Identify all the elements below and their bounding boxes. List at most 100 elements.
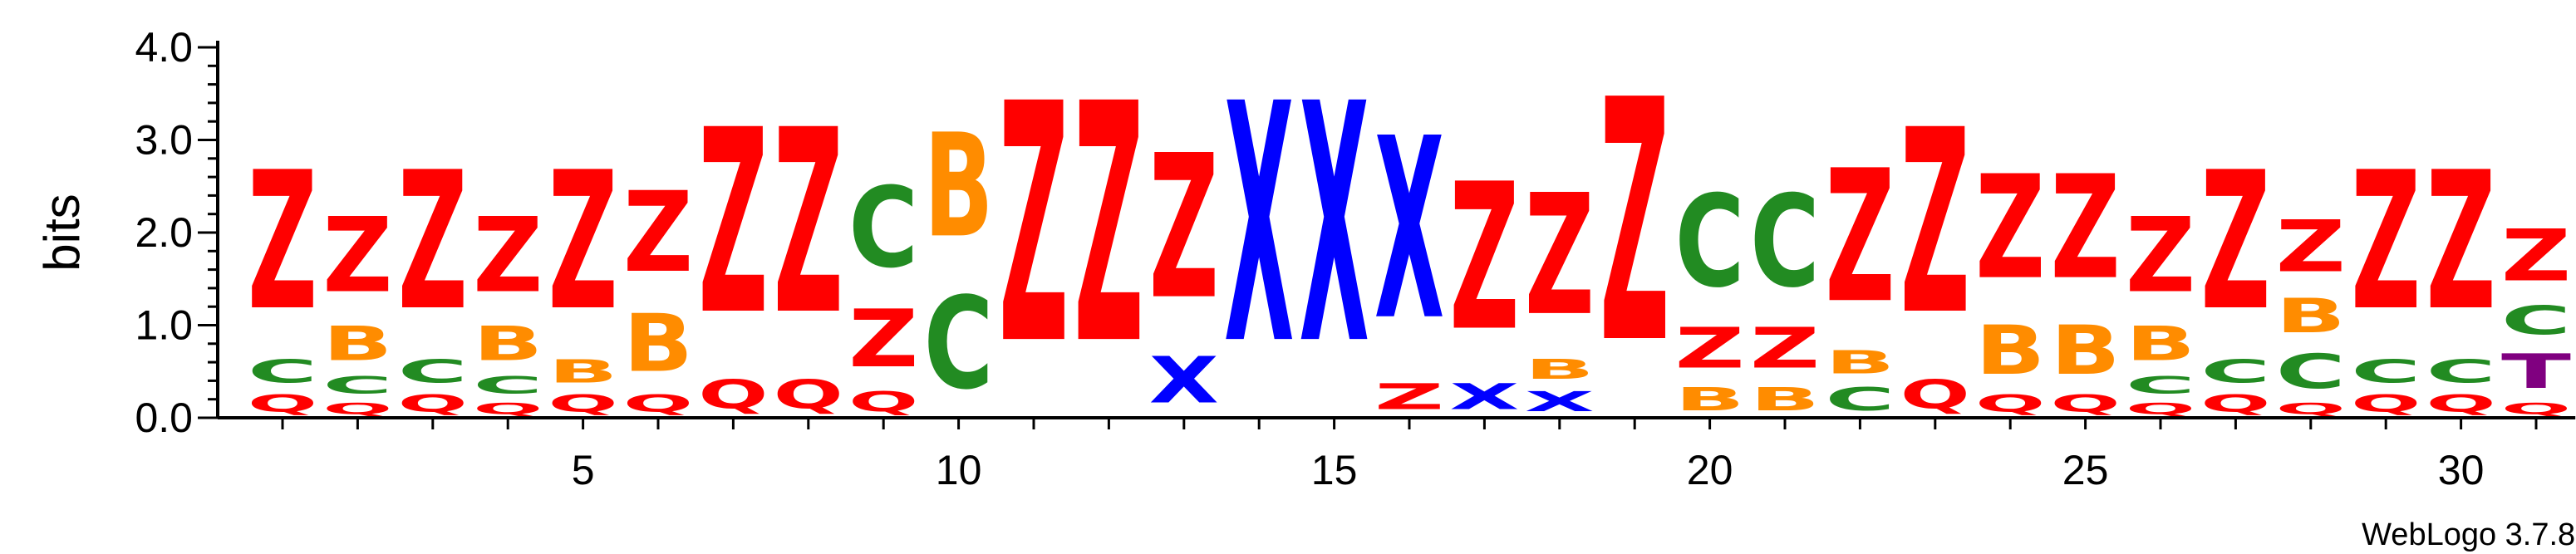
- logo-column-23: QZ: [1900, 76, 1970, 418]
- glyph-q-pos-28: Q: [2276, 400, 2346, 418]
- glyph-z-pos-20: Z: [1675, 316, 1745, 381]
- glyph-q-pos-1: Q: [248, 390, 317, 418]
- logo-column-9: QZC: [848, 164, 918, 418]
- glyph-b-pos-21: B: [1750, 381, 1820, 418]
- glyph-z-pos-28: Z: [2276, 205, 2346, 288]
- glyph-b-pos-6: B: [623, 298, 693, 390]
- glyph-b-pos-22: B: [1825, 344, 1895, 380]
- weblogo-version-footer: WebLogo 3.7.8: [2362, 517, 2575, 552]
- glyph-q-pos-30: Q: [2426, 390, 2496, 418]
- x-tick-label: 10: [936, 447, 982, 493]
- glyph-x-pos-13: X: [1149, 345, 1219, 418]
- glyph-c-pos-4: C: [473, 371, 543, 399]
- y-tick-label: 3.0: [135, 117, 193, 164]
- y-tick-label: 0.0: [135, 395, 193, 441]
- glyph-b-pos-28: B: [2276, 288, 2346, 343]
- y-axis-ticks: 0.0 1.0 2.0 3.0 4.0: [135, 24, 218, 441]
- glyph-c-pos-1: C: [248, 354, 317, 390]
- glyph-c-pos-21: C: [1750, 168, 1820, 316]
- glyph-z-pos-21: Z: [1750, 316, 1820, 381]
- glyph-q-pos-25: Q: [2051, 390, 2121, 418]
- logo-column-10: CB: [924, 103, 994, 418]
- glyph-b-pos-25: B: [2051, 311, 2121, 390]
- glyph-x-pos-17: X: [1449, 376, 1519, 418]
- glyph-c-pos-3: C: [398, 354, 468, 390]
- logo-column-14: X: [1224, 36, 1294, 417]
- glyph-z-pos-6: Z: [623, 169, 693, 297]
- x-tick-label: 25: [2062, 447, 2109, 493]
- glyph-z-pos-25: Z: [2051, 145, 2121, 311]
- glyph-q-pos-29: Q: [2351, 390, 2421, 418]
- glyph-b-pos-20: B: [1675, 381, 1745, 418]
- x-axis-ticks: 5 10 15 20 25 30: [281, 418, 2538, 493]
- glyph-z-pos-9: Z: [848, 294, 918, 386]
- glyph-z-pos-13: Z: [1149, 114, 1219, 344]
- glyph-z-pos-5: Z: [548, 131, 618, 352]
- glyph-z-pos-27: Z: [2200, 131, 2270, 352]
- logo-column-17: XZ: [1449, 140, 1519, 419]
- glyph-z-pos-8: Z: [774, 76, 843, 370]
- glyph-z-pos-29: Z: [2351, 131, 2421, 352]
- logo-column-3: QCZ: [398, 131, 468, 418]
- logo-column-21: BZC: [1750, 168, 1820, 418]
- glyph-z-pos-31: Z: [2501, 214, 2571, 297]
- glyph-q-pos-24: Q: [1975, 390, 2045, 418]
- glyph-c-pos-27: C: [2200, 354, 2270, 390]
- logo-column-8: QZ: [774, 76, 843, 418]
- glyph-z-pos-2: Z: [322, 197, 392, 316]
- logo-column-6: QBZ: [623, 169, 693, 418]
- glyph-z-pos-26: Z: [2126, 197, 2195, 316]
- glyph-z-pos-18: Z: [1525, 159, 1595, 353]
- glyph-b-pos-26: B: [2126, 316, 2195, 371]
- glyph-q-pos-2: Q: [322, 400, 392, 418]
- x-tick-label: 15: [1311, 447, 1358, 493]
- logo-column-27: QCZ: [2200, 131, 2270, 418]
- logo-column-20: BZC: [1675, 168, 1745, 418]
- x-tick-label: 5: [572, 447, 595, 493]
- logo-column-29: QCZ: [2351, 131, 2421, 418]
- logo-column-25: QBZ: [2051, 145, 2121, 418]
- glyph-q-pos-4: Q: [473, 400, 543, 418]
- logo-column-16: ZX: [1374, 86, 1444, 418]
- glyph-b-pos-10: B: [924, 103, 994, 269]
- y-tick-label: 4.0: [135, 24, 193, 71]
- glyph-z-pos-30: Z: [2426, 131, 2496, 352]
- logo-column-19: Z: [1600, 31, 1669, 417]
- glyph-c-pos-9: C: [848, 164, 918, 293]
- logo-column-13: XZ: [1149, 114, 1219, 419]
- glyph-q-pos-3: Q: [398, 390, 468, 418]
- glyph-b-pos-2: B: [322, 316, 392, 371]
- glyph-b-pos-18: B: [1525, 353, 1595, 385]
- glyph-z-pos-4: Z: [473, 197, 543, 316]
- glyph-z-pos-16: Z: [1374, 376, 1444, 418]
- glyph-c-pos-26: C: [2126, 371, 2195, 399]
- x-tick-label: 20: [1687, 447, 1733, 493]
- glyph-z-pos-17: Z: [1449, 140, 1519, 375]
- glyph-b-pos-4: B: [473, 316, 543, 371]
- glyph-c-pos-2: C: [322, 371, 392, 399]
- glyph-c-pos-20: C: [1675, 168, 1745, 316]
- glyph-z-pos-7: Z: [698, 76, 768, 370]
- logo-column-15: X: [1300, 36, 1369, 417]
- y-tick-label: 1.0: [135, 302, 193, 349]
- glyph-c-pos-28: C: [2276, 345, 2346, 400]
- glyph-c-pos-30: C: [2426, 354, 2496, 390]
- glyph-b-pos-5: B: [548, 353, 618, 390]
- glyph-b-pos-24: B: [1975, 311, 2045, 390]
- glyph-z-pos-11: Z: [999, 35, 1069, 417]
- glyph-z-pos-22: Z: [1825, 132, 1895, 344]
- axis-layer: 0.0 1.0 2.0 3.0 4.0 5 10 15 20 25 30: [135, 24, 2576, 493]
- glyph-q-pos-26: Q: [2126, 400, 2195, 418]
- logo-column-1: QCZ: [248, 131, 317, 418]
- logo-column-11: Z: [999, 35, 1069, 417]
- glyph-z-pos-1: Z: [248, 131, 317, 352]
- glyph-x-pos-16: X: [1374, 86, 1444, 376]
- glyph-q-pos-6: Q: [623, 390, 693, 418]
- glyph-x-pos-15: X: [1300, 36, 1369, 417]
